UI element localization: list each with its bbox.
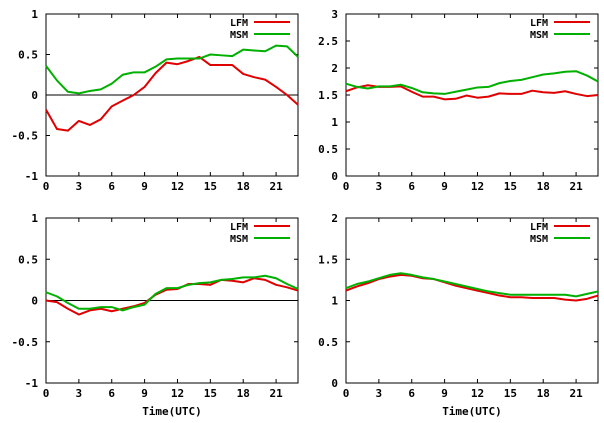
x-tick-label: 6	[108, 387, 115, 400]
x-tick-label: 0	[343, 180, 350, 193]
y-tick-label: 2	[331, 62, 338, 75]
y-tick-label: 1	[331, 116, 338, 129]
y-tick-label: 1.5	[318, 89, 338, 102]
x-tick-label: 9	[441, 387, 448, 400]
x-tick-label: 0	[43, 180, 50, 193]
x-tick-label: 9	[141, 180, 148, 193]
series-line-msm	[345, 272, 599, 298]
y-tick-label: 0.5	[18, 253, 38, 266]
x-tick-label: 12	[171, 180, 184, 193]
plot-frame	[345, 217, 599, 384]
y-tick-label: 1	[31, 212, 38, 225]
y-tick-label: 3	[331, 8, 338, 21]
y-tick-label: 1	[31, 8, 38, 21]
series-line-msm	[45, 274, 299, 312]
x-tick-label: 3	[76, 180, 83, 193]
y-tick-label: 1	[331, 295, 338, 308]
x-tick-label: 3	[376, 387, 383, 400]
legend-label-lfm: LFM	[530, 222, 548, 233]
x-tick-label: 18	[237, 387, 250, 400]
y-tick-label: 2	[331, 212, 338, 225]
x-tick-label: 6	[408, 387, 415, 400]
x-tick-label: 6	[108, 180, 115, 193]
x-tick-label: 15	[504, 387, 517, 400]
series-line-lfm	[345, 273, 599, 302]
x-tick-label: 9	[141, 387, 148, 400]
x-tick-label: 12	[171, 387, 184, 400]
x-axis-title: Time(UTC)	[142, 405, 202, 418]
y-tick-label: 0.5	[18, 49, 38, 62]
x-tick-label: 9	[441, 180, 448, 193]
x-tick-label: 3	[376, 180, 383, 193]
x-tick-label: 15	[204, 180, 217, 193]
y-tick-label: -0.5	[12, 336, 39, 349]
legend-label-msm: MSM	[530, 30, 548, 41]
series-line-lfm	[45, 55, 299, 132]
x-tick-label: 12	[471, 180, 484, 193]
x-tick-label: 15	[504, 180, 517, 193]
x-tick-label: 18	[537, 180, 550, 193]
x-tick-label: 0	[343, 387, 350, 400]
y-tick-label: -1	[25, 170, 39, 183]
y-tick-label: 0.5	[318, 143, 338, 156]
x-tick-label: 21	[569, 387, 583, 400]
y-tick-label: 0	[31, 89, 38, 102]
y-tick-label: -1	[25, 377, 39, 390]
y-tick-label: -0.5	[12, 130, 39, 143]
x-tick-label: 15	[204, 387, 217, 400]
x-tick-label: 0	[43, 387, 50, 400]
legend-label-msm: MSM	[230, 234, 248, 245]
y-tick-label: 2.5	[318, 35, 338, 48]
legend-label-lfm: LFM	[230, 18, 248, 29]
x-axis-title: Time(UTC)	[442, 405, 502, 418]
y-tick-label: 0	[331, 377, 338, 390]
series-line-lfm	[45, 277, 299, 316]
series-line-lfm	[345, 84, 599, 101]
x-tick-label: 6	[408, 180, 415, 193]
series-line-msm	[345, 70, 599, 95]
x-tick-label: 18	[537, 387, 550, 400]
y-tick-label: 1.5	[318, 253, 338, 266]
y-tick-label: 0	[31, 295, 38, 308]
x-tick-label: 18	[237, 180, 250, 193]
legend-label-lfm: LFM	[230, 222, 248, 233]
x-tick-label: 3	[76, 387, 83, 400]
legend-label-msm: MSM	[530, 234, 548, 245]
legend-label-msm: MSM	[230, 30, 248, 41]
x-tick-label: 21	[569, 180, 583, 193]
plot-frame	[345, 13, 599, 177]
series-line-msm	[45, 44, 299, 95]
y-tick-label: 0	[331, 170, 338, 183]
x-tick-label: 12	[471, 387, 484, 400]
x-tick-label: 21	[269, 180, 283, 193]
legend-label-lfm: LFM	[530, 18, 548, 29]
y-tick-label: 0.5	[318, 336, 338, 349]
x-tick-label: 21	[269, 387, 283, 400]
